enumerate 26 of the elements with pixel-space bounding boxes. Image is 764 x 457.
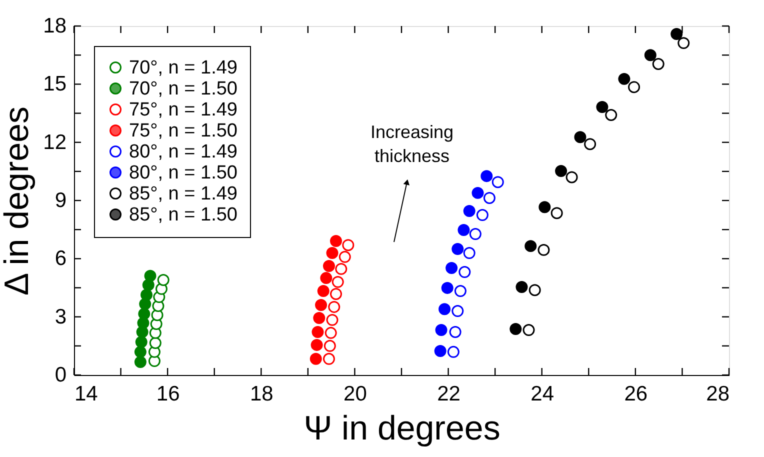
- legend-label: 80°, n = 1.49: [129, 142, 238, 162]
- x-tick-label: 22: [437, 382, 460, 406]
- x-tick-label: 18: [250, 382, 274, 406]
- y-tick-label: 0: [54, 364, 66, 386]
- legend-label: 70°, n = 1.50: [129, 78, 238, 100]
- x-tick-label: 28: [706, 382, 730, 406]
- x-tick-label: 24: [530, 382, 554, 406]
- x-tick-label: 26: [624, 382, 648, 406]
- legend-label: 75°, n = 1.50: [129, 120, 238, 142]
- x-axis-title: Ψ in degrees: [304, 410, 500, 448]
- x-tick-label: 16: [156, 382, 180, 406]
- y-tick-label: 6: [54, 247, 66, 270]
- x-tick-label: 20: [344, 382, 367, 406]
- y-tick-label: 9: [54, 189, 66, 212]
- y-tick-label: 18: [43, 14, 66, 38]
- legend-label: 75°, n = 1.49: [129, 100, 238, 120]
- legend-label: 85°, n = 1.50: [129, 204, 238, 226]
- y-tick-label: 3: [54, 305, 66, 328]
- legend-label: 85°, n = 1.49: [129, 184, 238, 204]
- x-tick-label: 14: [74, 382, 98, 406]
- annotation: Increasing thickness: [370, 122, 454, 166]
- legend-label: 80°, n = 1.50: [129, 162, 238, 184]
- y-tick-label: 15: [43, 72, 66, 96]
- y-tick-label: 12: [43, 130, 66, 154]
- legend-label: 70°, n = 1.49: [129, 58, 238, 78]
- y-axis-title: Δ in degrees: [0, 106, 36, 296]
